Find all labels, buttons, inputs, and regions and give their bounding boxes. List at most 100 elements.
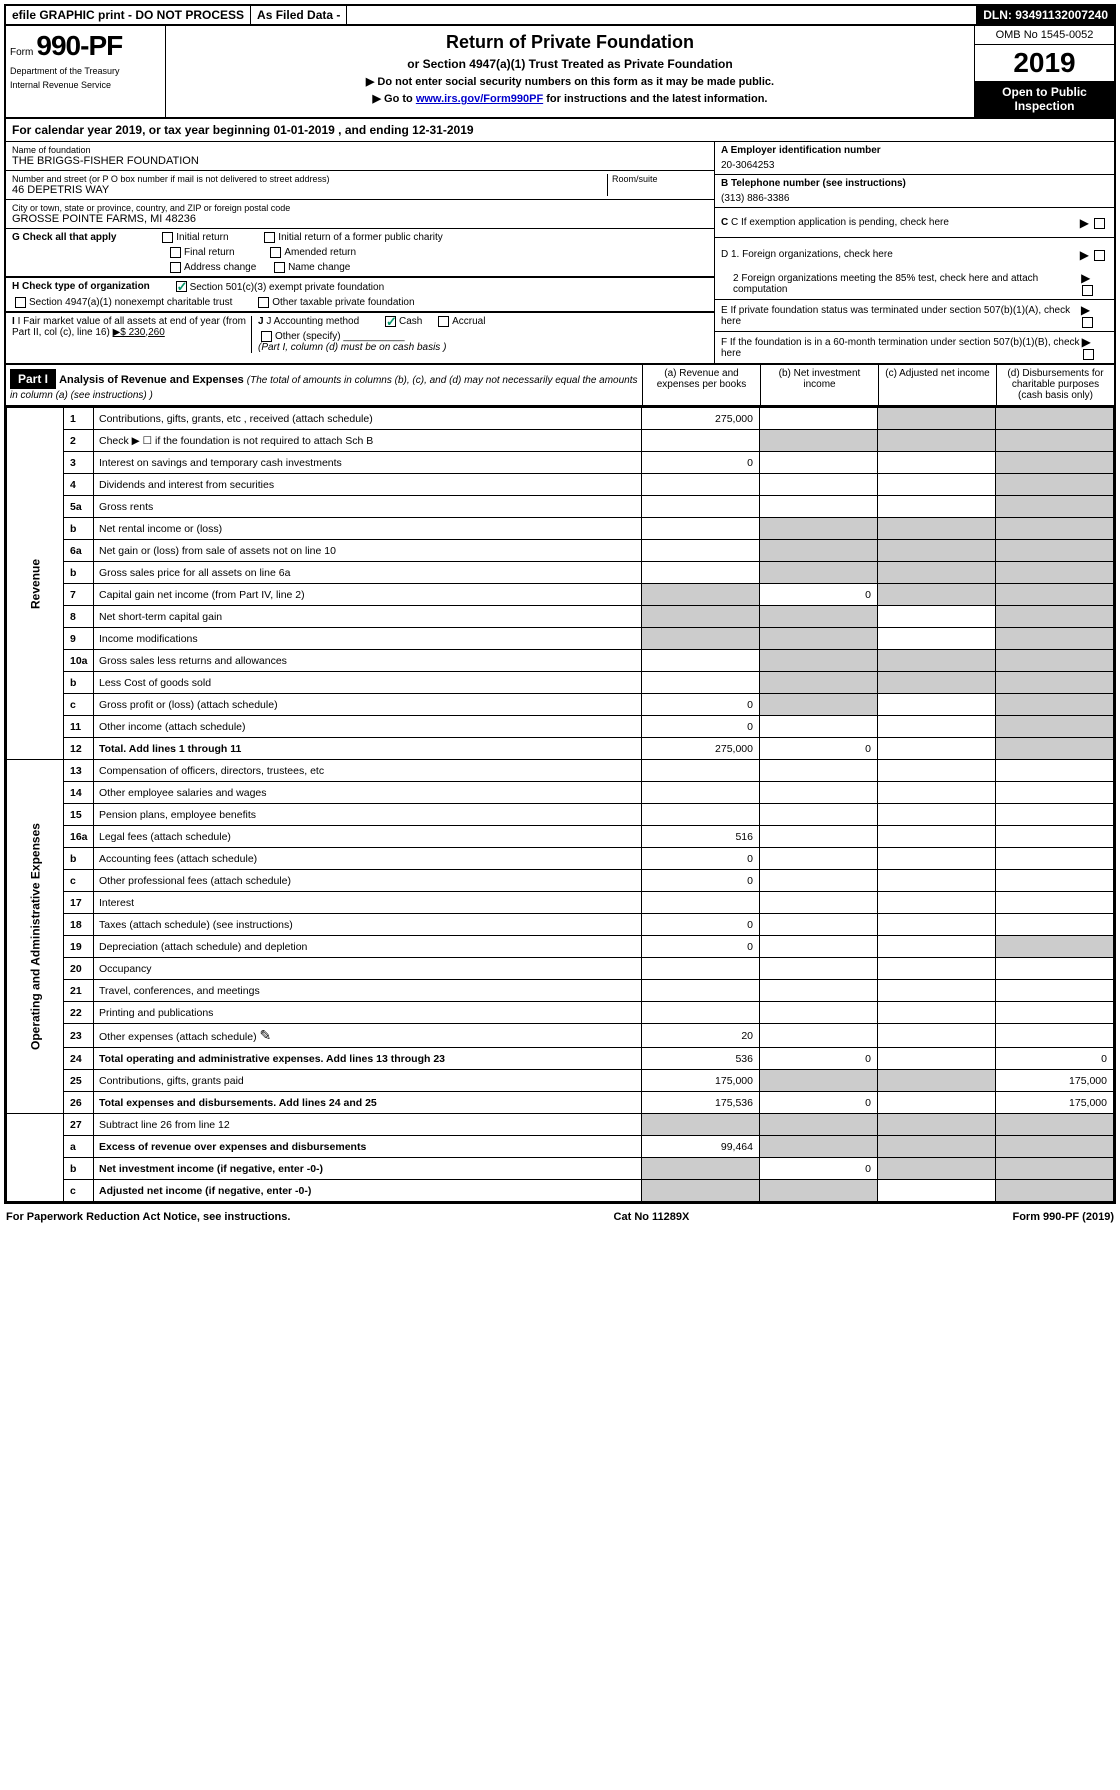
line-description: Total operating and administrative expen…	[94, 1048, 642, 1070]
name-change-checkbox[interactable]	[274, 262, 285, 273]
4947-checkbox[interactable]	[15, 297, 26, 308]
foundation-name-cell: Name of foundation THE BRIGGS-FISHER FOU…	[6, 142, 714, 171]
line-number: b	[64, 672, 94, 694]
col-b-header: (b) Net investment income	[760, 365, 878, 405]
value-cell	[760, 848, 878, 870]
line-number: c	[64, 870, 94, 892]
value-cell	[760, 496, 878, 518]
table-row: 2Check ▶ ☐ if the foundation is not requ…	[7, 430, 1114, 452]
value-cell	[878, 496, 996, 518]
501c3-checkbox[interactable]	[176, 281, 187, 292]
table-row: 16aLegal fees (attach schedule)516	[7, 826, 1114, 848]
value-cell: 0	[642, 936, 760, 958]
value-cell: 0	[642, 848, 760, 870]
irs-link[interactable]: www.irs.gov/Form990PF	[416, 93, 543, 105]
box-d1-checkbox[interactable]	[1094, 250, 1105, 261]
main-table: Revenue1Contributions, gifts, grants, et…	[6, 407, 1114, 1202]
value-cell	[878, 1048, 996, 1070]
value-cell	[760, 716, 878, 738]
table-row: Revenue1Contributions, gifts, grants, et…	[7, 408, 1114, 430]
value-cell	[878, 1180, 996, 1202]
value-cell	[878, 518, 996, 540]
line-number: 21	[64, 980, 94, 1002]
final-return-checkbox[interactable]	[170, 247, 181, 258]
value-cell	[878, 408, 996, 430]
attachment-icon[interactable]: ✎	[260, 1027, 272, 1043]
table-row: 7Capital gain net income (from Part IV, …	[7, 584, 1114, 606]
section-ij: I I Fair market value of all assets at e…	[6, 312, 714, 356]
table-row: 10aGross sales less returns and allowanc…	[7, 650, 1114, 672]
value-cell	[996, 870, 1114, 892]
other-method-checkbox[interactable]	[261, 331, 272, 342]
line-description: Gross sales price for all assets on line…	[94, 562, 642, 584]
line-description: Taxes (attach schedule) (see instruction…	[94, 914, 642, 936]
line-description: Gross profit or (loss) (attach schedule)	[94, 694, 642, 716]
box-e-checkbox[interactable]	[1082, 317, 1093, 328]
calendar-year-row: For calendar year 2019, or tax year begi…	[6, 119, 1114, 142]
value-cell	[878, 760, 996, 782]
box-f-checkbox[interactable]	[1083, 349, 1094, 360]
other-taxable-checkbox[interactable]	[258, 297, 269, 308]
line-number: a	[64, 1136, 94, 1158]
value-cell: 20	[642, 1024, 760, 1048]
blank-section	[7, 1114, 64, 1202]
value-cell	[760, 936, 878, 958]
form-title: Return of Private Foundation	[172, 32, 968, 53]
part1-badge: Part I	[10, 369, 56, 389]
value-cell	[642, 804, 760, 826]
value-cell	[878, 584, 996, 606]
initial-return-checkbox[interactable]	[162, 232, 173, 243]
box-d2-checkbox[interactable]	[1082, 285, 1093, 296]
value-cell	[996, 738, 1114, 760]
value-cell	[878, 1136, 996, 1158]
line-number: 19	[64, 936, 94, 958]
value-cell: 175,000	[642, 1070, 760, 1092]
value-cell	[642, 782, 760, 804]
value-cell	[878, 716, 996, 738]
line-description: Legal fees (attach schedule)	[94, 826, 642, 848]
table-row: 19Depreciation (attach schedule) and dep…	[7, 936, 1114, 958]
table-row: Operating and Administrative Expenses13C…	[7, 760, 1114, 782]
value-cell	[760, 914, 878, 936]
tax-year: 2019	[975, 45, 1114, 81]
value-cell: 0	[760, 584, 878, 606]
line-number: 25	[64, 1070, 94, 1092]
value-cell: 0	[760, 738, 878, 760]
line-description: Gross rents	[94, 496, 642, 518]
efile-notice: efile GRAPHIC print - DO NOT PROCESS	[6, 6, 251, 24]
value-cell	[878, 606, 996, 628]
box-f: F If the foundation is in a 60-month ter…	[715, 332, 1114, 363]
line-number: 4	[64, 474, 94, 496]
line-description: Contributions, gifts, grants paid	[94, 1070, 642, 1092]
value-cell: 275,000	[642, 408, 760, 430]
amended-return-checkbox[interactable]	[270, 247, 281, 258]
value-cell	[996, 430, 1114, 452]
table-row: bNet rental income or (loss)	[7, 518, 1114, 540]
as-filed-label: As Filed Data -	[251, 6, 347, 24]
value-cell	[760, 892, 878, 914]
form-prefix: Form	[10, 47, 33, 58]
value-cell	[642, 518, 760, 540]
accrual-checkbox[interactable]	[438, 316, 449, 327]
value-cell: 175,536	[642, 1092, 760, 1114]
cash-checkbox[interactable]	[385, 316, 396, 327]
value-cell	[760, 870, 878, 892]
value-cell	[642, 496, 760, 518]
line-description: Depreciation (attach schedule) and deple…	[94, 936, 642, 958]
line-number: 27	[64, 1114, 94, 1136]
value-cell	[878, 870, 996, 892]
table-row: 3Interest on savings and temporary cash …	[7, 452, 1114, 474]
value-cell	[996, 716, 1114, 738]
section-g: G Check all that apply Initial return In…	[6, 229, 714, 277]
line-number: b	[64, 518, 94, 540]
box-c-checkbox[interactable]	[1094, 218, 1105, 229]
form-subtitle: or Section 4947(a)(1) Trust Treated as P…	[172, 57, 968, 71]
table-row: 6aNet gain or (loss) from sale of assets…	[7, 540, 1114, 562]
initial-former-checkbox[interactable]	[264, 232, 275, 243]
section-label: Revenue	[7, 408, 64, 760]
table-row: 12Total. Add lines 1 through 11275,0000	[7, 738, 1114, 760]
line-number: 1	[64, 408, 94, 430]
value-cell: 0	[642, 452, 760, 474]
form-container: efile GRAPHIC print - DO NOT PROCESS As …	[4, 4, 1116, 1204]
address-change-checkbox[interactable]	[170, 262, 181, 273]
